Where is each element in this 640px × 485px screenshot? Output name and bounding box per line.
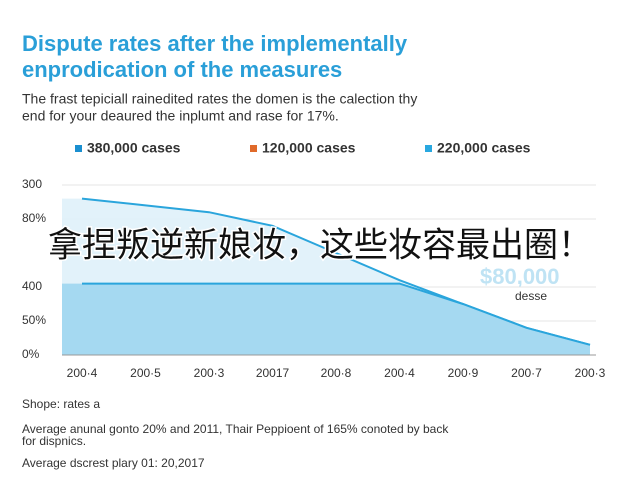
annotation: desse: [515, 289, 547, 303]
legend-swatch: [425, 145, 432, 152]
y-tick-label: 400: [22, 279, 42, 293]
legend-swatch: [250, 145, 257, 152]
x-tick-label: 20017: [256, 366, 290, 380]
x-tick-label: 200·3: [194, 366, 225, 380]
x-tick-label: 200·3: [575, 366, 606, 380]
annotation: $80,000: [480, 264, 560, 289]
legend-swatch: [75, 145, 82, 152]
footer-text: Average dscrest plary 01: 20,2017: [22, 456, 205, 470]
x-tick-label: 200·9: [448, 366, 479, 380]
y-tick-label: 80%: [22, 211, 46, 225]
x-tick-label: 200·7: [511, 366, 542, 380]
footer-text: Average anunal gonto 20% and 2011, Thair…: [22, 422, 449, 436]
legend-label: 380,000 cases: [87, 140, 181, 156]
chart-title: Dispute rates after the implementally: [22, 31, 408, 56]
x-tick-label: 200·5: [130, 366, 161, 380]
overlay-text: 拿捏叛逆新娘妆，这些妆容最出圈！: [48, 226, 592, 266]
legend-label: 220,000 cases: [437, 140, 531, 156]
x-tick-label: 200·4: [67, 366, 98, 380]
area: [62, 283, 590, 355]
y-tick-label: 50%: [22, 313, 46, 327]
x-tick-label: 200·8: [321, 366, 352, 380]
y-tick-label: 0%: [22, 347, 40, 361]
chart-title: enprodication of the measures: [22, 57, 342, 82]
y-tick-label: 300: [22, 177, 42, 191]
subtitle: end for your deaured the inplumt and ras…: [22, 108, 339, 124]
legend-label: 120,000 cases: [262, 140, 356, 156]
footer-text: Shope: rates a: [22, 397, 100, 411]
footer-text: for dispnics.: [22, 434, 86, 448]
line: [82, 282, 591, 346]
x-tick-label: 200·4: [384, 366, 415, 380]
subtitle: The frast tepiciall rainedited rates the…: [22, 91, 417, 107]
